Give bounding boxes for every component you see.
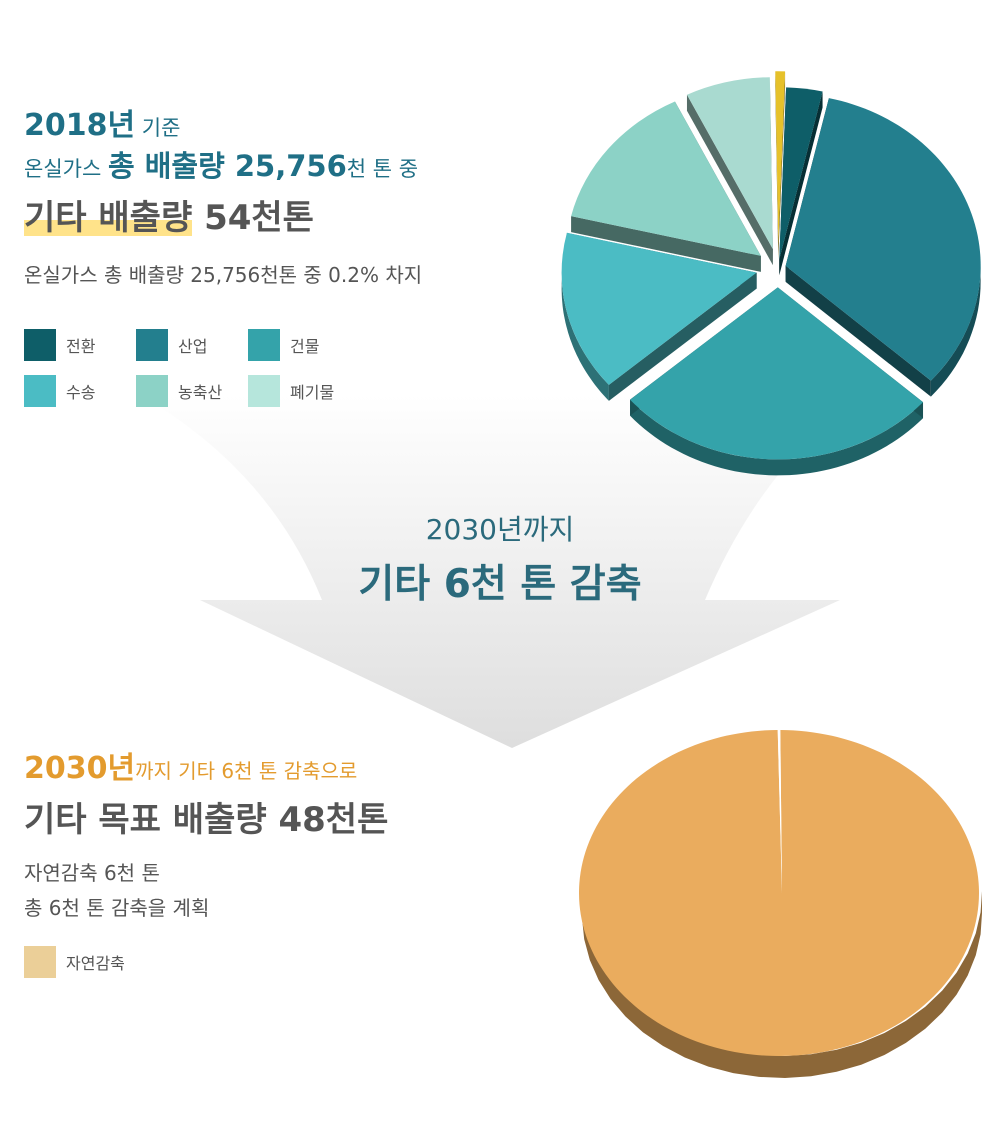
legend-label: 건물	[290, 337, 320, 356]
pie-2018-slice-wall	[779, 91, 823, 276]
pie-2018-slice-side	[561, 269, 609, 401]
top-total-suffix: 천 톤 중	[346, 157, 419, 181]
bottom-year-text: 2030년	[24, 751, 136, 786]
legend-item-susong: 수송	[24, 375, 95, 407]
legend-swatch	[136, 329, 168, 361]
top-total-value: 총 배출량 25,756	[107, 149, 347, 183]
middle-subtitle: 2030년까지	[425, 513, 575, 546]
bottom-year-suffix: 까지 기타 6천 톤 감축으로	[135, 759, 358, 783]
legend-item-nongchuksan: 농축산	[136, 375, 222, 407]
legend-label: 자연감축	[66, 954, 125, 973]
pie-2018-slice-wall	[571, 216, 761, 272]
legend-label: 수송	[66, 383, 96, 402]
pie-2030-slice-0	[579, 730, 979, 1056]
pie-2018-slice-2	[630, 287, 923, 460]
middle-title: 기타 6천 톤 감축	[358, 562, 642, 607]
legend-swatch	[24, 375, 56, 407]
legend-label: 폐기물	[290, 383, 335, 402]
top-total-line: 온실가스 총 배출량 25,756천 톤 중	[24, 143, 418, 185]
legend-item-natural-reduction: 자연감축	[24, 946, 125, 978]
pie-2018-slice-6	[775, 71, 786, 244]
top-headline-highlight: 기타 배출량	[24, 198, 193, 238]
pie-2018-slice-wall	[608, 272, 757, 401]
top-headline-rest: 54천톤	[192, 198, 314, 238]
pie-2030-slice-1	[777, 729, 782, 893]
legend-swatch	[24, 329, 56, 361]
pie-2018-slice-wall	[775, 71, 779, 260]
top-year-suffix: 기준	[135, 116, 181, 140]
pie-2018-slice-wall	[686, 94, 773, 266]
top-headline: 기타 배출량 54천톤	[24, 190, 314, 239]
pie-2018-slice-0	[779, 87, 823, 260]
bottom-description-1: 자연감축 6천 톤	[24, 861, 160, 885]
pie-2018-slice-5	[687, 77, 773, 250]
legend-swatch	[248, 375, 280, 407]
top-year-text: 2018년	[24, 108, 136, 143]
pie-2018-slice-side	[630, 399, 923, 476]
legend-swatch	[248, 329, 280, 361]
legend-item-geonmul: 건물	[248, 329, 319, 361]
pie-2018-slice-1	[785, 98, 981, 381]
legend-item-saneop: 산업	[136, 329, 207, 361]
bottom-headline: 기타 목표 배출량 48천톤	[24, 800, 389, 840]
pie-2018-slice-3	[561, 232, 757, 385]
legend-item-pyegimul: 폐기물	[248, 375, 334, 407]
bottom-description-2: 총 6천 톤 감축을 계획	[24, 896, 210, 920]
legend-label: 산업	[178, 337, 208, 356]
bottom-year-heading: 2030년까지 기타 6천 톤 감축으로	[24, 743, 357, 787]
top-total-prefix: 온실가스	[24, 157, 108, 181]
legend-swatch	[136, 375, 168, 407]
pie-2018-slice-wall	[778, 71, 786, 260]
legend-swatch	[24, 946, 56, 978]
pie-2018-slice-wall	[785, 265, 931, 397]
top-description: 온실가스 총 배출량 25,756천톤 중 0.2% 차지	[24, 263, 423, 287]
pie-2018-slice-side	[930, 265, 981, 397]
legend-item-jeonhwan: 전환	[24, 329, 95, 361]
top-year-heading: 2018년 기준	[24, 100, 180, 144]
legend-label: 농축산	[178, 383, 223, 402]
pie-2018-slice-4	[571, 101, 761, 256]
legend-label: 전환	[66, 337, 96, 356]
